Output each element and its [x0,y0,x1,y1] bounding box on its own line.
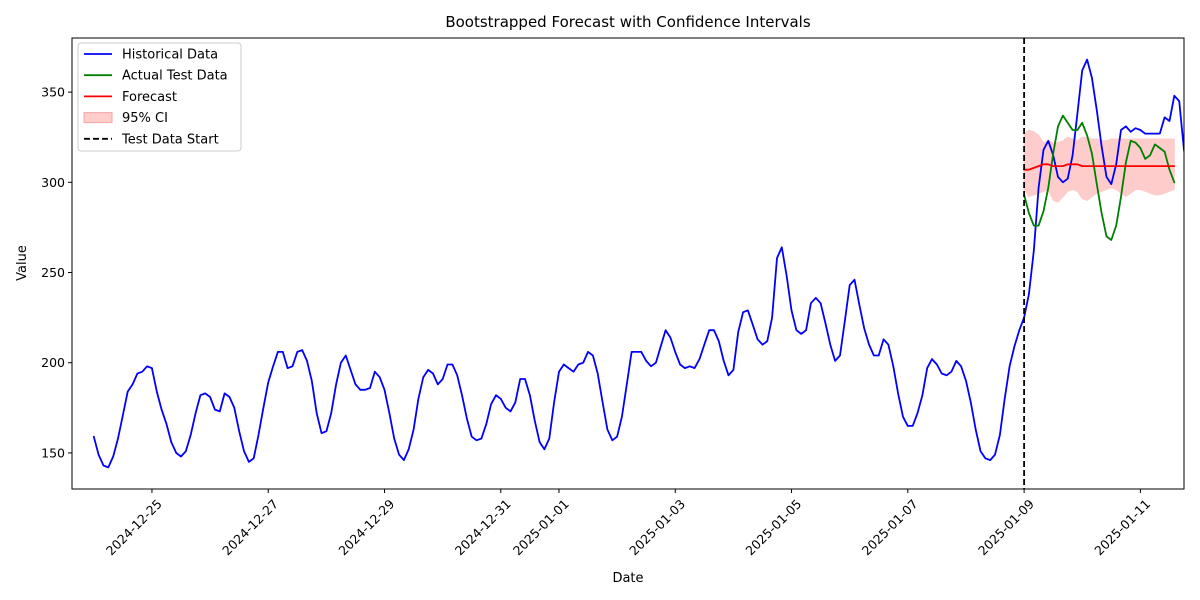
legend-item-ci: 95% CI [83,111,168,126]
series-line-forecast [1023,163,1176,171]
series-forecast [1023,163,1176,171]
y-tick-label-4: 350 [41,85,65,100]
legend: Historical Data Actual Test Data Forecast 9… [77,42,242,152]
y-tick-label-3: 300 [41,175,65,190]
plot-area [92,38,1184,489]
legend-box [77,42,242,152]
legend-item-actual_test: Actual Test Data [84,69,228,84]
legend-label-actual_test: Actual Test Data [122,69,228,84]
legend-label-ci: 95% CI [122,111,168,126]
y-axis-label: Value [15,245,30,281]
axes-frame [71,37,1185,490]
y-tick-label-0: 150 [41,445,65,460]
series-actual_test [1023,114,1176,241]
series-line-historical [92,58,1184,469]
legend-item-forecast: Forecast [84,90,177,105]
legend-item-test_start: Test Data Start [84,132,219,147]
y-axis-ticks: 150 200 250 300 350 [41,85,72,460]
y-tick-label-1: 200 [41,355,65,370]
legend-label-test_start: Test Data Start [121,132,219,147]
series-line-actual_test [1023,114,1176,241]
chart-title: Bootstrapped Forecast with Confidence In… [445,13,811,31]
y-tick-label-2: 250 [41,265,65,280]
legend-swatch-ci [83,112,113,124]
series-historical [92,58,1184,469]
x-axis-label: Date [612,571,643,586]
legend-item-historical: Historical Data [84,48,218,63]
legend-label-forecast: Forecast [122,90,177,105]
legend-label-historical: Historical Data [122,48,218,63]
series-layer [92,58,1184,469]
